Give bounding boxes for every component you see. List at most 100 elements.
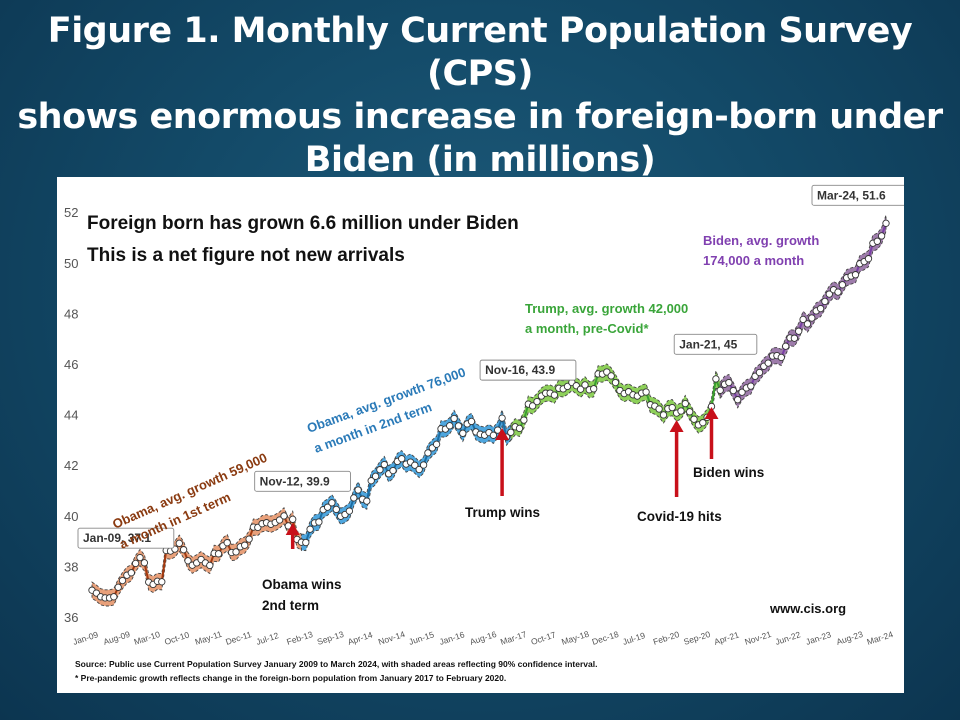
data-point — [799, 315, 807, 324]
point-callout-label: Nov-12, 39.9 — [260, 474, 330, 488]
x-tick-label: Mar-17 — [499, 629, 528, 647]
data-point — [332, 505, 340, 514]
data-points — [88, 219, 890, 602]
data-point — [747, 382, 755, 390]
x-tick-label: Mar-10 — [133, 629, 162, 647]
source-note-line: Source: Public use Current Population Su… — [75, 659, 597, 669]
data-point — [127, 569, 135, 577]
data-point — [642, 388, 650, 396]
y-axis: 36 38 40 42 44 46 48 50 52 — [64, 205, 78, 625]
data-point — [764, 359, 772, 367]
data-point — [446, 422, 454, 430]
data-point — [114, 583, 122, 591]
chart-panel: 36 38 40 42 44 46 48 50 52 Jan-09 Aug-09 Mar-10 Oct… — [57, 177, 904, 693]
era-label: Trump, avg. growth 42,000 — [525, 301, 688, 316]
data-point — [450, 414, 458, 423]
data-point — [289, 515, 297, 523]
data-point — [306, 525, 314, 533]
data-point — [175, 539, 183, 547]
x-tick-label: Feb-13 — [285, 629, 314, 647]
point-callout-label: Jan-09, 37.1 — [83, 531, 151, 545]
event-arrowhead — [495, 428, 510, 440]
data-point — [668, 403, 676, 412]
data-point — [323, 503, 332, 511]
data-point — [380, 460, 388, 469]
data-point — [223, 539, 231, 547]
x-tick-label: Jun-15 — [407, 629, 435, 647]
x-tick-label: Jun-22 — [774, 629, 802, 647]
event-label: Trump wins — [465, 505, 540, 520]
data-point — [838, 281, 847, 289]
event-label: Biden wins — [693, 465, 764, 480]
data-point — [803, 320, 812, 328]
x-tick-label: Jul-19 — [621, 630, 646, 647]
series-lines — [91, 222, 887, 599]
point-callout-label: Mar-24, 51.6 — [817, 188, 886, 202]
point-callout-label: Nov-16, 43.9 — [485, 363, 555, 377]
point-callout-box — [811, 184, 904, 206]
slide-title-line-3: Biden (in millions) — [304, 140, 656, 180]
y-tick-label: 42 — [64, 458, 78, 473]
data-point — [611, 378, 620, 387]
x-tick-label: May-18 — [560, 629, 590, 647]
data-point — [140, 559, 149, 567]
slide-title-line-1: Figure 1. Monthly Current Population Sur… — [47, 11, 913, 94]
data-point — [581, 381, 589, 389]
data-point — [808, 314, 816, 322]
event-arrowhead — [704, 407, 719, 419]
data-point — [275, 516, 284, 524]
data-point — [550, 391, 559, 399]
y-tick-label: 46 — [64, 357, 78, 372]
data-point — [118, 576, 127, 585]
x-tick-label: Sep-20 — [682, 629, 711, 647]
event-label: Obama wins — [262, 577, 342, 592]
x-tick-label: Mar-24 — [866, 629, 895, 647]
data-point — [816, 304, 825, 313]
data-point — [712, 375, 720, 383]
y-tick-label: 36 — [64, 610, 78, 625]
event-arrowhead — [285, 523, 300, 535]
data-point — [864, 255, 873, 263]
data-point — [415, 465, 423, 474]
data-point — [677, 407, 685, 415]
data-point — [690, 415, 698, 423]
website-label: www.cis.org — [769, 601, 846, 616]
era-label: Biden, avg. growth — [703, 233, 819, 248]
data-point — [576, 385, 585, 393]
point-callout-box — [479, 359, 577, 381]
data-point — [184, 557, 192, 565]
y-tick-label: 52 — [64, 205, 78, 220]
data-point — [699, 419, 707, 427]
data-point — [241, 541, 249, 549]
data-point — [528, 402, 537, 410]
x-tick-label: Dec-18 — [591, 629, 620, 647]
data-point — [214, 550, 223, 558]
data-point — [489, 431, 498, 439]
event-arrowhead — [669, 420, 684, 432]
point-callout-label: Jan-21, 45 — [679, 337, 737, 351]
event-label: 2nd term — [262, 598, 319, 613]
x-tick-label: Apr-14 — [346, 629, 374, 646]
data-point — [245, 535, 253, 543]
data-point — [681, 399, 689, 408]
data-point — [520, 416, 528, 424]
data-point — [834, 288, 842, 296]
point-callout-box — [254, 470, 351, 492]
data-point — [729, 386, 737, 395]
data-point — [179, 546, 188, 554]
data-point — [376, 466, 384, 474]
x-tick-label: Oct-17 — [530, 629, 558, 646]
data-point — [459, 429, 467, 437]
data-point — [782, 342, 790, 350]
data-point — [515, 424, 524, 433]
x-tick-label: Aug-16 — [469, 629, 498, 647]
data-point — [825, 290, 833, 298]
data-point — [345, 507, 354, 515]
event-label: Covid-19 hits — [637, 509, 722, 524]
data-point — [136, 553, 144, 562]
y-tick-label: 50 — [64, 256, 78, 271]
x-tick-label: Jan-23 — [804, 629, 832, 647]
x-tick-label: Jan-16 — [438, 629, 466, 647]
data-point — [110, 593, 118, 601]
